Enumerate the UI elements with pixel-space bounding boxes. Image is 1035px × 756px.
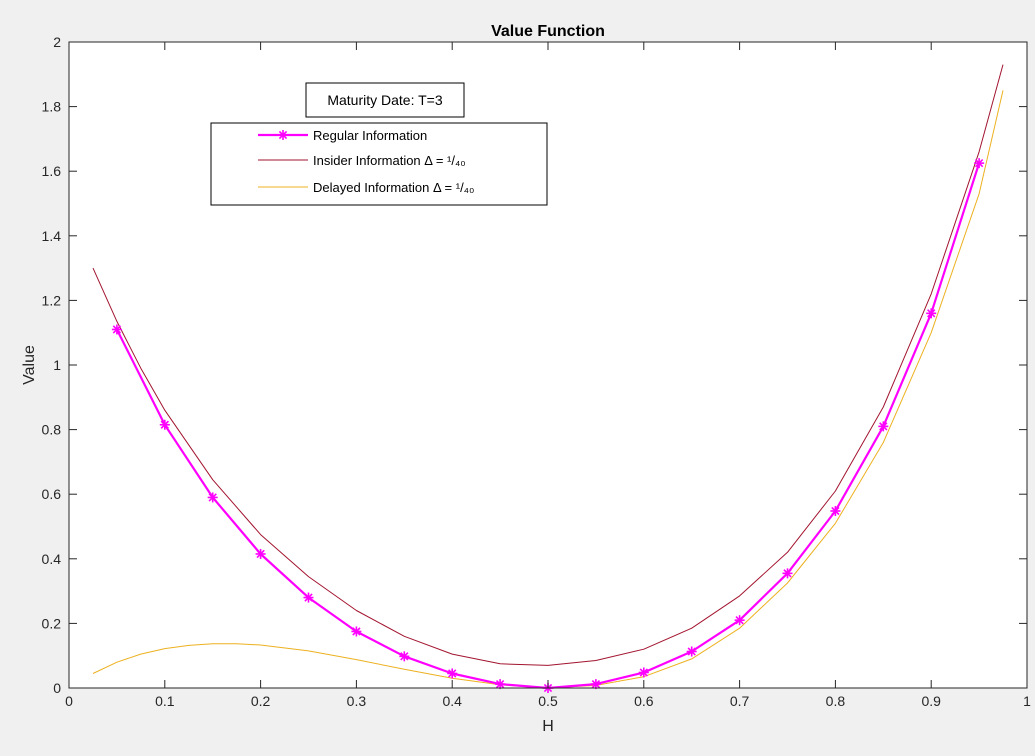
data-point: [255, 548, 266, 559]
x-tick-label: 0.3: [347, 693, 367, 709]
y-tick-label: 0.2: [42, 615, 62, 631]
data-point: [159, 419, 170, 430]
x-tick-label: 0.4: [442, 693, 462, 709]
y-tick-label: 1.4: [42, 228, 62, 244]
y-tick-label: 0.6: [42, 486, 62, 502]
series-line: [92, 90, 1004, 689]
data-point: [734, 615, 745, 626]
data-point: [399, 651, 410, 662]
y-tick-label: 1.6: [42, 163, 62, 179]
legend-items: Regular Information Insider Information Δ…: [258, 128, 474, 195]
data-point: [926, 308, 937, 319]
x-tick-label: 0.6: [634, 693, 654, 709]
series-line: [92, 64, 1004, 666]
annotation-border: [305, 82, 465, 118]
data-point: [878, 421, 889, 432]
maturity-annotation: Maturity Date: T=3: [305, 82, 465, 118]
legend-item: Delayed Information Δ = ¹/₄₀: [258, 180, 474, 195]
series-insider: [92, 64, 1004, 666]
data-point: [590, 679, 601, 690]
y-tick-label: 1.2: [42, 292, 62, 308]
legend-item: Regular Information: [258, 128, 427, 143]
legend-label: Insider Information Δ = ¹/₄₀: [313, 153, 466, 168]
data-point: [830, 505, 841, 516]
data-point: [447, 668, 458, 679]
x-tick-label: 0: [65, 693, 73, 709]
data-point: [207, 492, 218, 503]
legend-item: Insider Information Δ = ¹/₄₀: [258, 153, 466, 168]
x-tick-label: 1: [1023, 693, 1031, 709]
ticks-layer: 0 0.1 0.2 0.3 0.4 0.5 0.6 0.7 0.8 0.9 1 0 0.2 0.4 0.6 0…: [42, 34, 1032, 709]
data-point: [111, 324, 122, 335]
annotation-text: Maturity Date: T=3: [327, 92, 443, 108]
legend-label: Regular Information: [313, 128, 427, 143]
x-tick-label: 0.2: [251, 693, 271, 709]
y-tick-label: 0: [53, 680, 61, 696]
y-tick-label: 0.8: [42, 422, 62, 438]
legend-label: Delayed Information Δ = ¹/₄₀: [313, 180, 474, 195]
y-tick-label: 1.8: [42, 99, 62, 115]
y-tick-label: 1: [53, 357, 61, 373]
data-point: [351, 626, 362, 637]
data-point: [495, 679, 506, 690]
x-tick-label: 0.1: [155, 693, 175, 709]
legend-border: [210, 122, 548, 206]
data-point: [303, 592, 314, 603]
data-point: [974, 158, 985, 169]
x-tick-label: 0.9: [921, 693, 941, 709]
x-tick-label: 0.7: [730, 693, 750, 709]
y-axis-title: Value: [21, 345, 38, 385]
data-point: [782, 568, 793, 579]
x-axis-title: H: [542, 718, 554, 735]
legend-marker: [278, 130, 288, 140]
legend: Regular Information Insider Information Δ…: [210, 122, 548, 206]
series-delayed: [92, 90, 1004, 689]
chart-title: Value Function: [491, 23, 605, 40]
y-tick-label: 0.4: [42, 551, 62, 567]
x-tick-label: 0.5: [538, 693, 558, 709]
data-point: [686, 646, 697, 657]
x-tick-label: 0.8: [826, 693, 846, 709]
data-point: [638, 667, 649, 678]
y-tick-label: 2: [53, 34, 61, 50]
